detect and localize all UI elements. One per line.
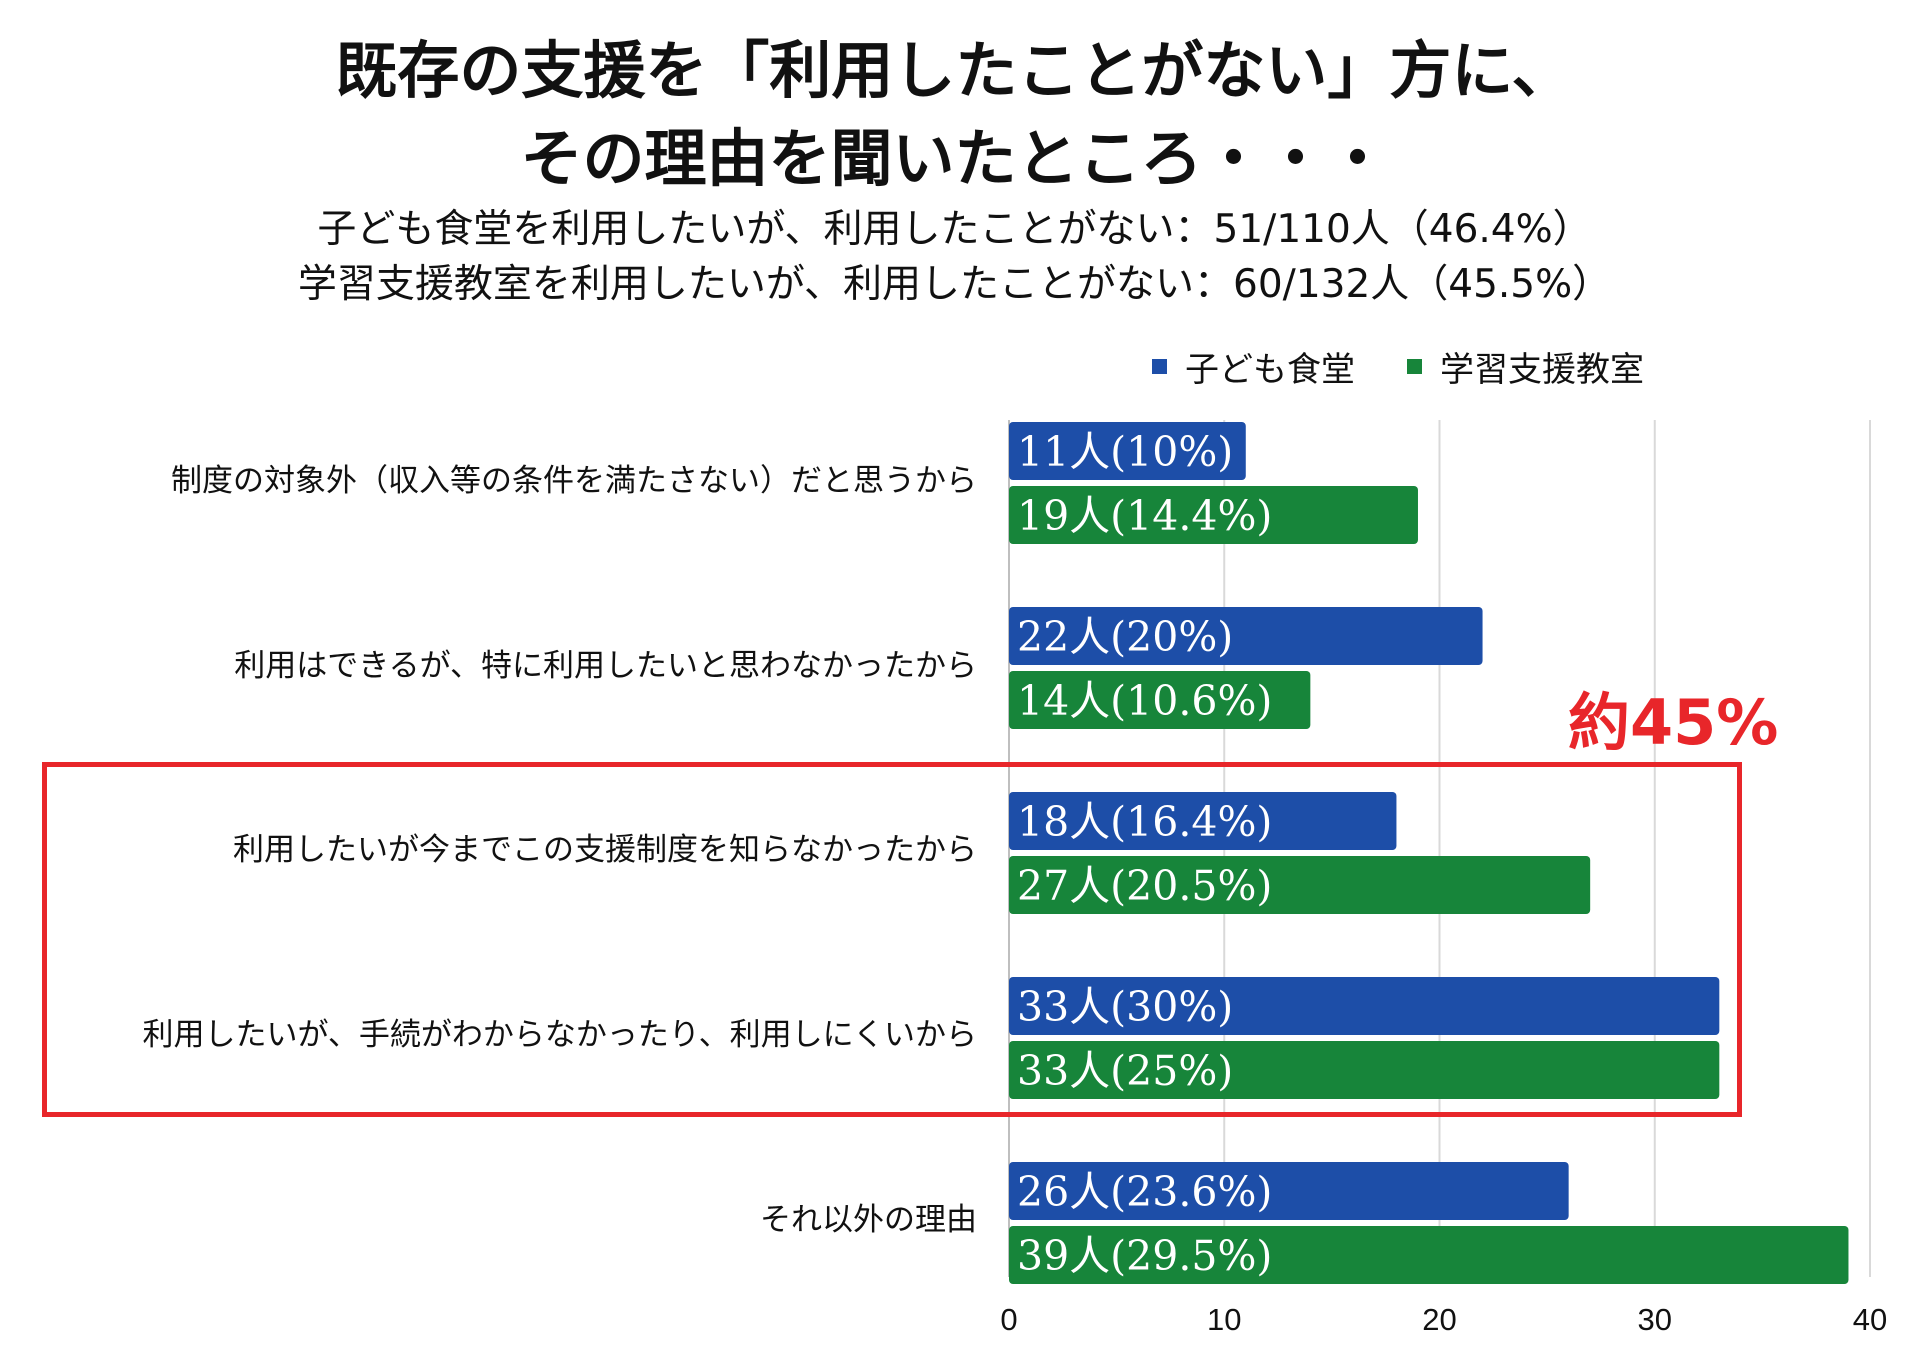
bar-series-1-category-1: [1009, 607, 1483, 665]
category-label-0: 制度の対象外（収入等の条件を満たさない）だと思うから: [171, 463, 977, 499]
highlight-box: [42, 762, 1742, 1117]
bar-series-2-category-1: [1009, 671, 1311, 729]
legend-swatch-series-2: [1407, 358, 1422, 374]
data-label-series-2-category-1: 14人(10.6%): [1017, 677, 1272, 725]
bar-series-2-category-2: [1009, 856, 1591, 914]
x-tick-label-0: 0: [1000, 1302, 1017, 1337]
data-label-series-1-category-1: 22人(20%): [1017, 613, 1233, 661]
bar-series-1-category-0: [1009, 422, 1246, 480]
legend-label-series-2: 学習支援教室: [1440, 349, 1644, 390]
data-label-series-1-category-4: 26人(23.6%): [1017, 1168, 1272, 1216]
chart-subtitle-line-2: 学習支援教室を利用したいが、利用したことがない：60/132人（45.5%）: [297, 262, 1612, 307]
bar-series-1-category-3: [1009, 977, 1720, 1035]
x-tick-label-40: 40: [1853, 1302, 1887, 1337]
data-label-series-1-category-2: 18人(16.4%): [1017, 798, 1272, 846]
data-label-series-2-category-0: 19人(14.4%): [1017, 492, 1272, 540]
chart-title-line-2: その理由を聞いたところ・・・: [520, 122, 1389, 195]
x-tick-label-20: 20: [1422, 1302, 1456, 1337]
data-label-series-1-category-0: 11人(10%): [1017, 428, 1233, 476]
category-label-2: 利用したいが今までこの支援制度を知らなかったから: [233, 832, 977, 868]
chart-title-line-1: 既存の支援を「利用したことがない」方に、: [335, 34, 1574, 107]
legend-label-series-1: 子ども食堂: [1185, 349, 1355, 390]
bar-series-1-category-4: [1009, 1162, 1569, 1220]
data-label-series-2-category-2: 27人(20.5%): [1017, 862, 1272, 910]
data-label-series-2-category-3: 33人(25%): [1017, 1047, 1233, 1095]
category-label-4: それ以外の理由: [760, 1202, 977, 1238]
legend-item-series-1: 子ども食堂: [1152, 342, 1355, 391]
bar-series-2-category-0: [1009, 486, 1418, 544]
data-label-series-2-category-4: 39人(29.5%): [1017, 1232, 1272, 1280]
legend-item-series-2: 学習支援教室: [1407, 342, 1644, 391]
x-tick-label-10: 10: [1207, 1302, 1241, 1337]
category-label-3: 利用したいが、手続がわからなかったり、利用しにくいから: [142, 1017, 977, 1053]
bar-series-2-category-4: [1009, 1226, 1849, 1284]
category-label-1: 利用はできるが、特に利用したいと思わなかったから: [234, 648, 977, 684]
bar-series-2-category-3: [1009, 1041, 1720, 1099]
data-label-series-1-category-3: 33人(30%): [1017, 983, 1233, 1031]
chart-subtitle-line-1: 子ども食堂を利用したいが、利用したことがない：51/110人（46.4%）: [317, 207, 1592, 252]
legend-swatch-series-1: [1152, 358, 1167, 374]
bar-series-1-category-2: [1009, 792, 1397, 850]
chart-legend: 子ども食堂 学習支援教室: [1152, 346, 1696, 390]
x-tick-label-30: 30: [1638, 1302, 1672, 1337]
annotation-label: 約45%: [1568, 686, 1779, 759]
